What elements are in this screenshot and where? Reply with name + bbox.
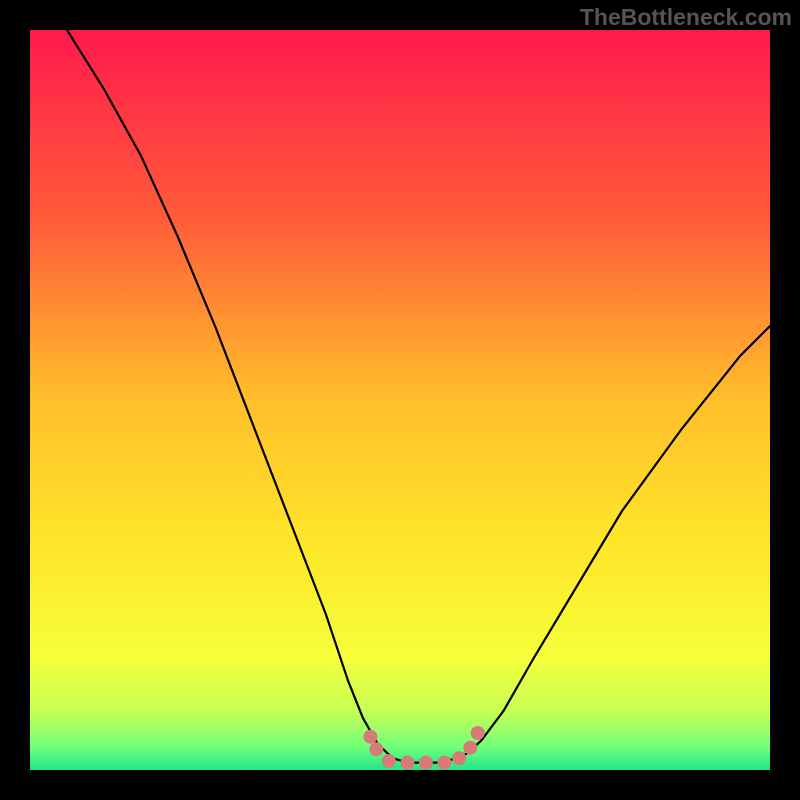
- valley-dot: [463, 741, 477, 755]
- valley-dot: [471, 726, 485, 740]
- bottleneck-chart: [0, 0, 800, 800]
- valley-dot: [400, 756, 414, 770]
- valley-dot: [419, 756, 433, 770]
- valley-dot: [369, 742, 383, 756]
- valley-dot: [452, 751, 466, 765]
- valley-dot: [437, 756, 451, 770]
- plot-background: [30, 30, 770, 770]
- valley-dot: [382, 754, 396, 768]
- watermark-text: TheBottleneck.com: [580, 4, 792, 31]
- valley-dot: [363, 730, 377, 744]
- chart-stage: TheBottleneck.com: [0, 0, 800, 800]
